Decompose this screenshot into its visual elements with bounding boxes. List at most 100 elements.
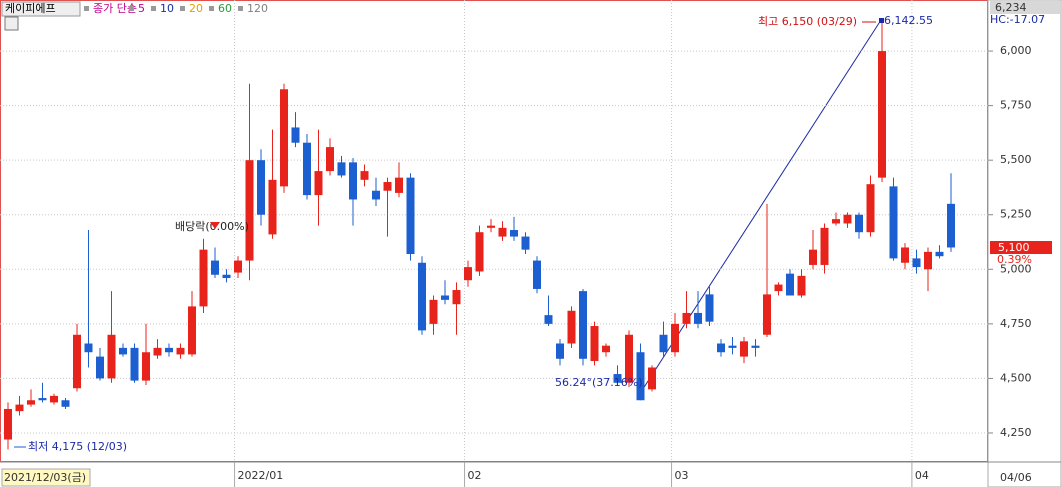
y-tick-label: 5,250 [1000,208,1032,221]
candle-body [533,260,541,289]
y-tick-label: 4,750 [1000,317,1032,330]
candle-body [199,249,208,307]
angle-annotation: 56.24°(37.16%) [555,376,643,389]
candle-body [188,306,196,355]
trend-line [640,19,882,393]
stock-name: 케이피에프 [5,2,56,15]
candle-body [211,260,219,275]
candle-body [464,267,472,281]
candle-body [809,249,817,265]
candle-body [567,310,576,344]
candle-body [786,273,794,296]
candle-body [935,251,944,257]
candle-body [38,398,47,401]
current-price-box [990,241,1052,254]
candle-body [901,247,909,263]
candle-body [245,160,254,261]
name-box [1,1,81,17]
candle-body [349,162,357,200]
y-tick-label: 5,000 [1000,262,1032,275]
candle-body [613,374,622,383]
candle-body [740,341,748,357]
line-end-marker [879,18,884,23]
y-tick-label: 6,000 [1000,44,1032,57]
first-date: 2021/12/03(금) [4,471,86,484]
candle-body [153,347,162,356]
top-price-box [990,1,1060,14]
candle-body [395,177,403,193]
legend-swatch [179,6,185,11]
line-end-label: 6,142.55 [884,14,933,27]
candle-body [314,171,323,196]
candle-body [61,400,70,407]
candle-body [671,323,679,353]
candle-body [291,127,300,143]
candle-body [682,312,691,324]
candle-body [820,227,829,265]
dividend-marker [210,222,220,229]
candle-body [510,230,518,237]
candle-body [280,89,288,187]
candle-body [475,232,484,272]
candle-body [797,275,806,296]
y-tick-label: 4,250 [1000,426,1032,439]
candle-body [268,179,277,235]
candle-body [165,347,173,353]
candle-body [659,334,668,353]
current-price: 5,100 [998,241,1030,254]
x-tick-label: 04 [915,469,929,482]
y-tick-label: 5,500 [1000,153,1032,166]
candle-body [27,400,35,405]
x-tick-label: 2022/01 [238,469,284,482]
table-icon [4,16,19,31]
candle-body [774,284,783,292]
candle-body [222,274,231,279]
candle-body [4,408,12,440]
candle-body [372,190,380,200]
candle-body [418,262,426,331]
legend-label: 20 [189,2,203,15]
candle-body [176,347,185,355]
candle-body [602,345,610,353]
legend-swatch [128,6,134,11]
candle-body [832,219,840,224]
legend-label: 60 [218,2,232,15]
candle-body [648,367,656,390]
legend-label: 10 [160,2,174,15]
candle-body [429,299,438,324]
candle-body [843,214,852,224]
candle-body [360,171,369,180]
candle-body [625,334,633,383]
candle-body [579,291,587,359]
dividend-annotation: 배당락(0.00%) [175,220,249,233]
candle-body [866,184,875,233]
legend-label: 5 [138,2,145,15]
candle-body [15,404,24,412]
candle-body [452,290,461,305]
first-date-box [1,468,91,487]
candle-body [521,236,530,250]
candle-body [636,352,645,401]
candle-body [303,142,311,196]
last-date: 04/06 [1000,471,1032,484]
hc-label: HC:-17.07 [990,13,1045,26]
y-tick-label: 5,750 [1000,99,1032,112]
candle-body [878,51,886,178]
candle-body [912,258,921,268]
legend-swatch [237,6,243,11]
candle-body [406,177,415,255]
candle-body [326,147,334,172]
candle-body [763,294,771,335]
candle-body [84,343,93,353]
candle-body [142,352,150,381]
candle-body [498,227,507,237]
candle-body [728,345,737,348]
candle-body [924,251,932,270]
legend-swatch [208,6,214,11]
candle-body [441,295,449,300]
legend-swatch [150,6,156,11]
candle-body [487,225,495,228]
candle-body [705,294,714,322]
candle-body [119,347,127,355]
